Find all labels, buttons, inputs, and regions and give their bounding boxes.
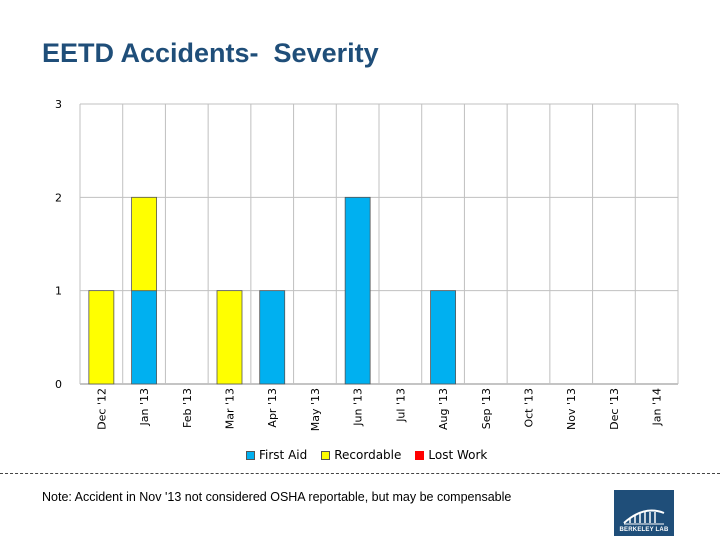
legend-swatch-first-aid [246,450,255,460]
bar-recordable-1 [131,196,157,292]
bar-recordable-0 [88,290,115,385]
legend-label-recordable: Recordable [334,448,402,462]
bar-first-aid-8 [430,290,456,385]
bar-first-aid-6 [344,196,371,385]
y-tick-label: 1 [55,285,62,298]
chart-legend: First Aid Recordable Lost Work [246,448,487,462]
x-tick-label: Jun '13 [352,388,365,427]
x-tick-label: Jan '14 [651,388,664,426]
x-tick-label: Dec '13 [608,388,621,430]
x-tick-label: Sep '13 [480,388,493,429]
x-tick-label: Jul '13 [394,388,407,423]
legend-item-lost-work: Lost Work [415,448,487,462]
x-tick-label: Feb '13 [181,388,194,428]
bar-recordable-3 [216,290,243,385]
dashed-separator [0,473,720,474]
legend-item-first-aid: First Aid [246,448,307,462]
severity-chart: 0 1 2 3 Dec '12 Jan '13 Feb '13 Mar '13 Apr '13 M… [55,98,679,431]
legend-label-lost-work: Lost Work [428,448,488,462]
footnote: Note: Accident in Nov '13 not considered… [42,490,512,504]
legend-item-recordable: Recordable [321,448,401,462]
page-title: EETD Accidents- Severity [42,38,379,68]
x-tick-label: Nov '13 [565,388,578,430]
x-tick-label: Apr '13 [266,388,279,428]
bar-first-aid-1 [131,290,157,385]
x-tick-label: Dec '12 [95,388,108,430]
logo-text: BERKELEY LAB [619,527,669,533]
y-tick-label: 3 [55,98,62,111]
x-tick-label: May '13 [309,388,322,431]
x-tick-label: Oct '13 [523,388,536,428]
lab-building-icon [623,509,665,525]
berkeley-lab-logo: BERKELEY LAB [614,490,674,536]
x-tick-label: Mar '13 [224,388,237,429]
x-tick-label: Aug '13 [437,388,450,430]
x-tick-label: Jan '13 [138,388,151,426]
legend-swatch-lost-work [415,450,425,460]
legend-swatch-recordable [321,450,331,460]
legend-label-first-aid: First Aid [259,448,308,462]
bar-first-aid-4 [259,290,286,385]
y-tick-label: 2 [55,191,62,204]
y-tick-label: 0 [55,378,62,391]
